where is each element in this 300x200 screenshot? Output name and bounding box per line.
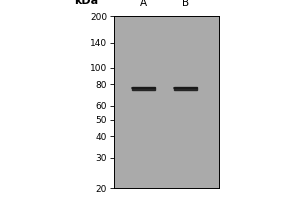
Polygon shape [174, 87, 197, 90]
Polygon shape [132, 87, 155, 90]
Text: A: A [140, 0, 147, 8]
Text: kDa: kDa [74, 0, 98, 6]
Text: B: B [182, 0, 189, 8]
